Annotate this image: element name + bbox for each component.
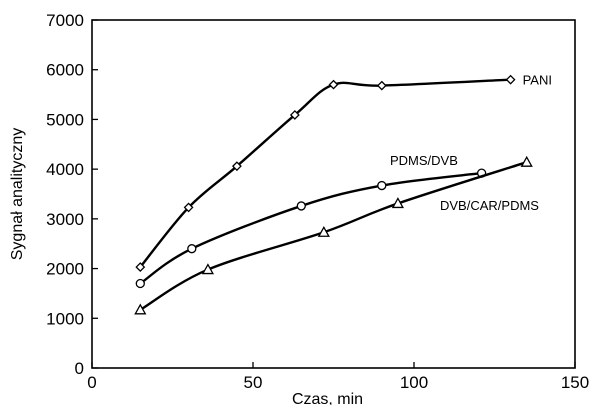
y-tick-label: 0 (75, 359, 84, 378)
series-layer (134, 74, 533, 315)
data-point-triangle (520, 155, 533, 167)
y-tick-label: 5000 (46, 110, 84, 129)
data-point-triangle (317, 225, 330, 237)
series-label: DVB/CAR/PDMS (440, 198, 539, 213)
data-point-diamond (231, 161, 242, 172)
y-tick-label: 1000 (46, 309, 84, 328)
x-axis-title: Czas, min (292, 391, 363, 405)
data-point-triangle (134, 303, 147, 315)
y-tick-label: 6000 (46, 61, 84, 80)
data-point-circle (187, 244, 197, 254)
series-line (139, 78, 511, 268)
series-line (139, 171, 482, 285)
data-point-diamond (505, 74, 516, 85)
data-point-circle (135, 278, 145, 289)
y-tick-label: 7000 (46, 11, 84, 30)
y-axis-title: Sygnał analityczny (9, 128, 26, 261)
labels: Czas, min Sygnał analityczny PANI PDMS/DVB D… (9, 73, 552, 405)
data-point-diamond (328, 79, 339, 90)
x-tick-label: 0 (87, 373, 96, 392)
data-point-triangle (201, 263, 215, 275)
axes: 0 50 100 150 0 1000 2000 3000 4000 5000 6000 7000 (46, 11, 589, 392)
data-point-circle (377, 180, 387, 191)
x-tick-label: 150 (561, 373, 589, 392)
series-label: PDMS/DVB (390, 153, 458, 168)
data-point-diamond (183, 202, 194, 213)
data-point-diamond (289, 110, 300, 120)
y-tick-label: 4000 (46, 160, 84, 179)
x-tick-label: 100 (400, 373, 428, 392)
y-tick-label: 3000 (46, 210, 84, 229)
series-label: PANI (523, 73, 552, 88)
series-line (139, 161, 528, 311)
data-point-diamond (376, 80, 387, 91)
data-point-diamond (135, 262, 146, 272)
x-tick-label: 50 (244, 373, 263, 392)
y-tick-label: 2000 (46, 260, 84, 279)
data-point-circle (296, 201, 306, 211)
plot-frame (91, 19, 576, 369)
data-point-triangle (391, 197, 405, 209)
